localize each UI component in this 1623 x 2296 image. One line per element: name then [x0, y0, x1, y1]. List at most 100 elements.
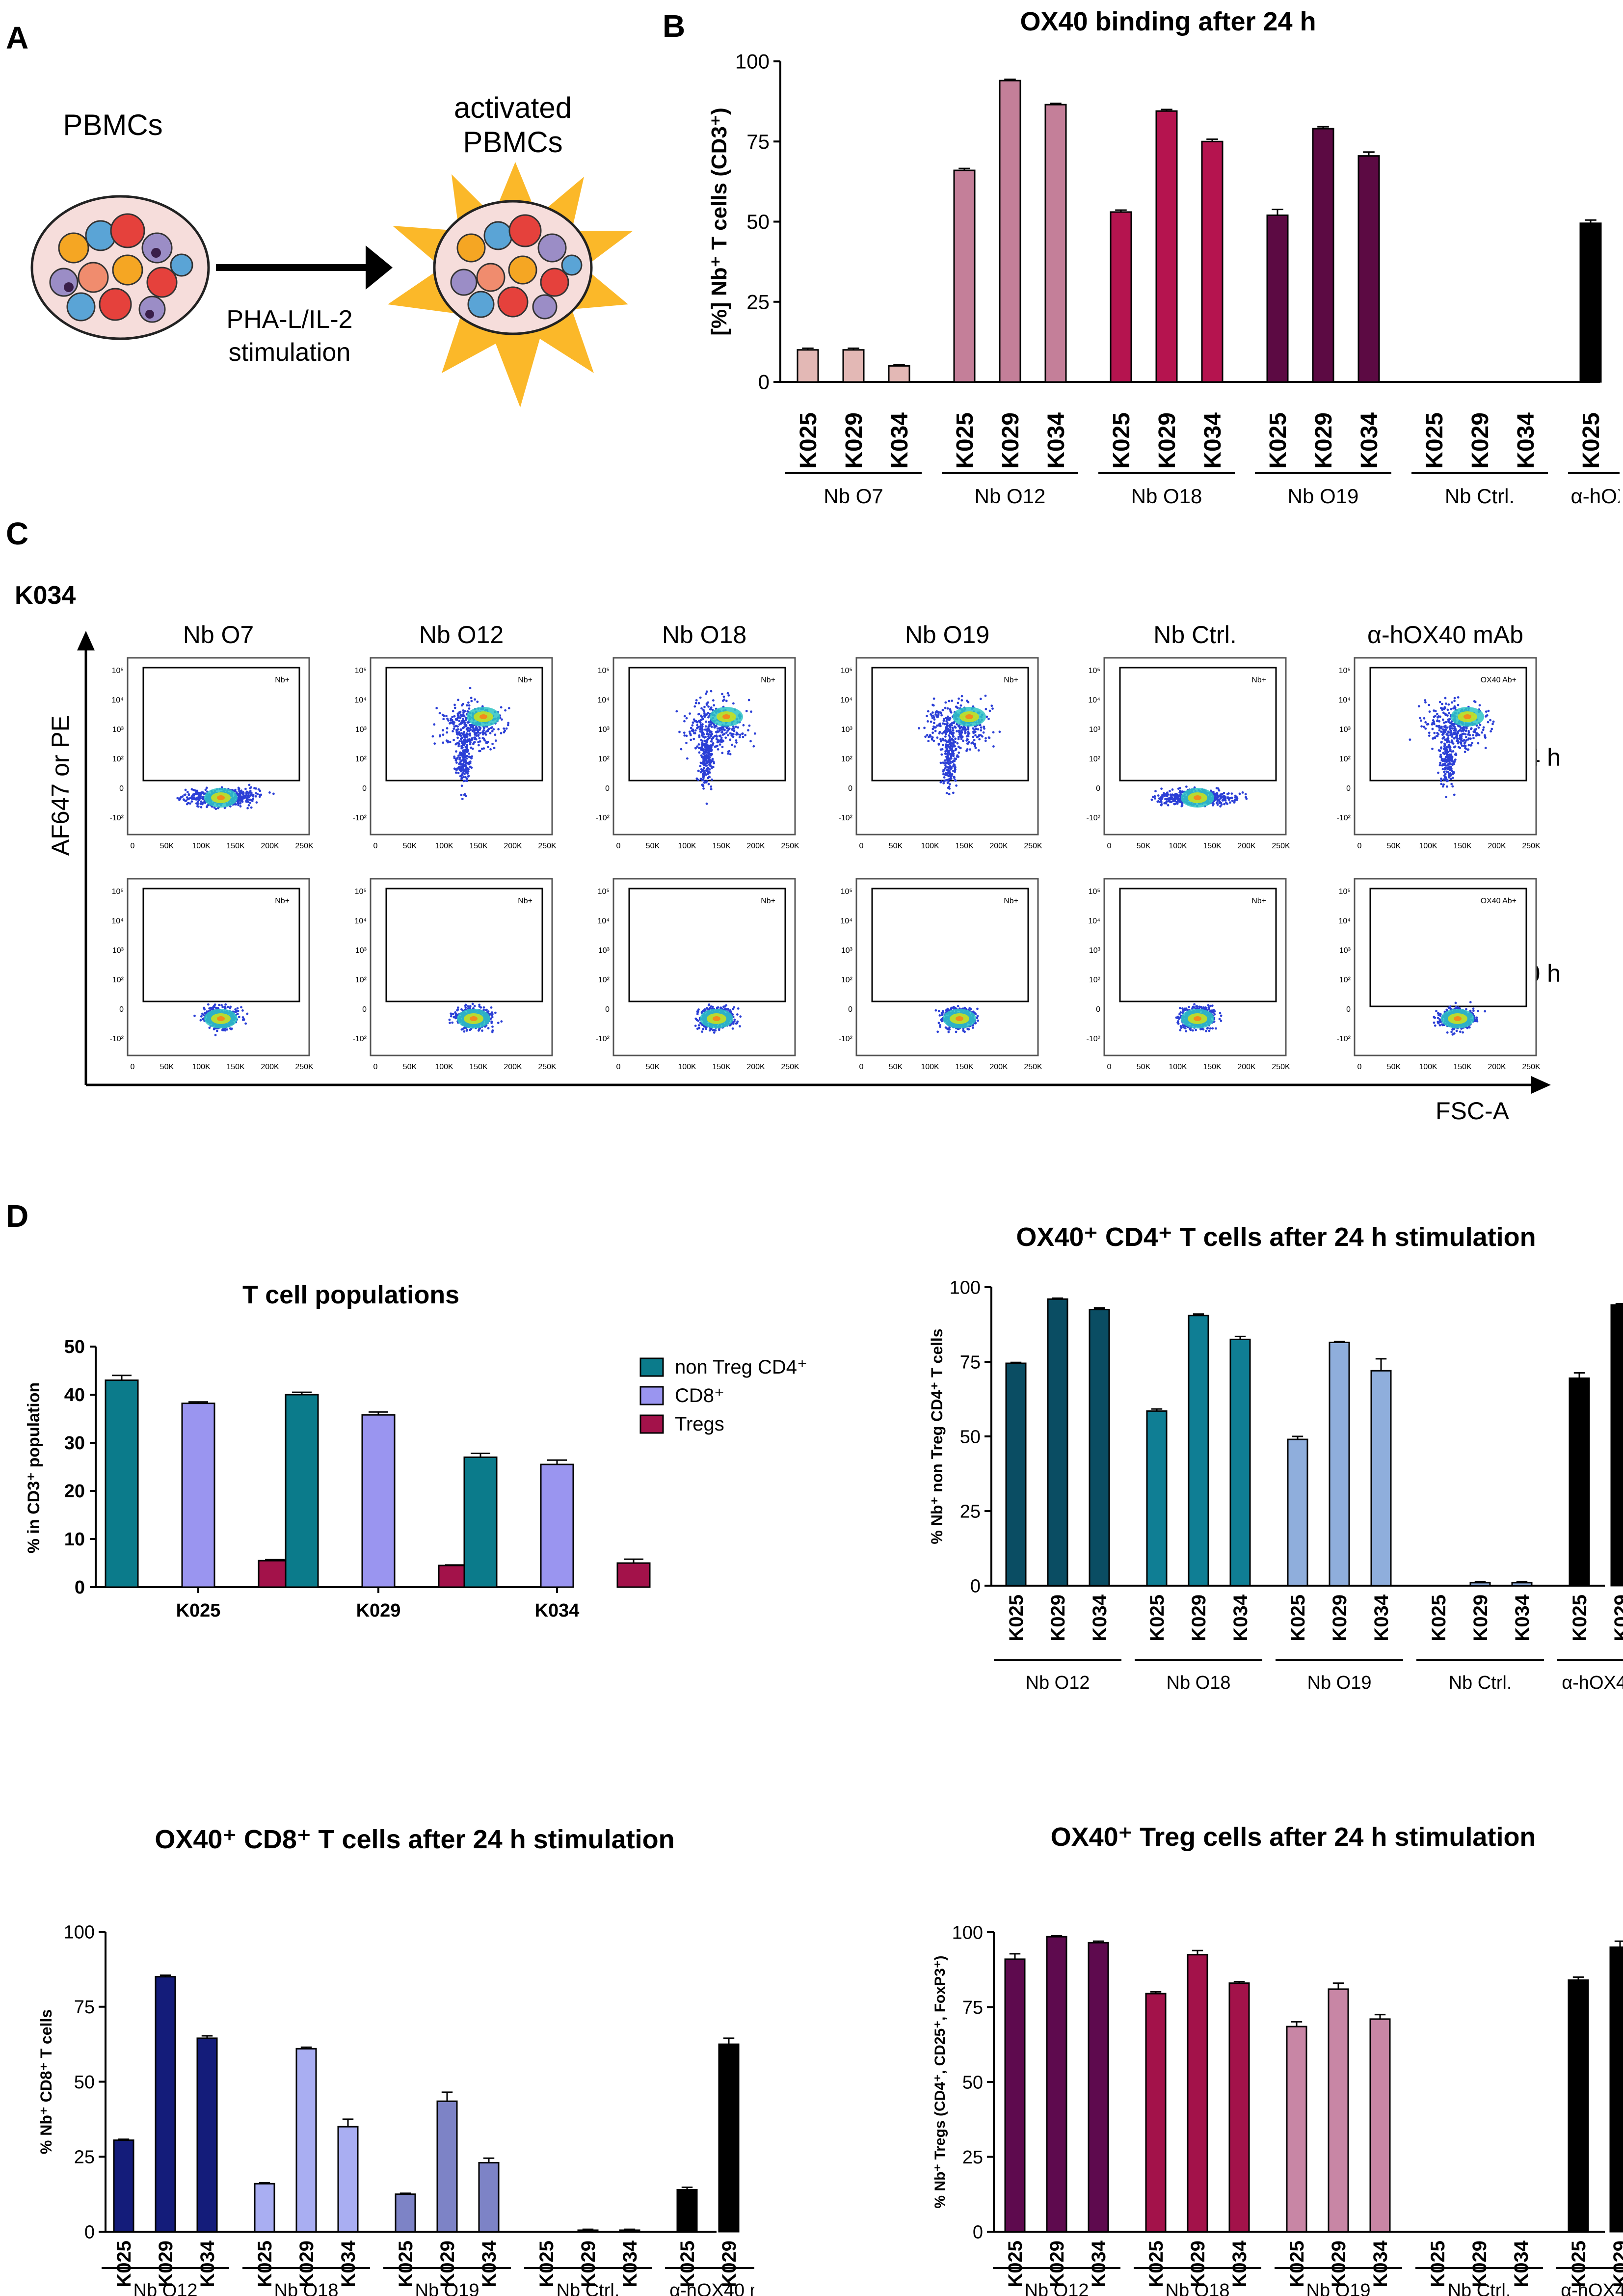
flow-dot [950, 777, 953, 780]
flow-dot [1177, 787, 1180, 790]
flow-dot [255, 801, 258, 804]
flow-dot [1490, 730, 1492, 733]
flow-dot [464, 776, 467, 779]
flow-dot [720, 731, 723, 734]
flow-y-tick: 0 [1346, 784, 1351, 793]
flow-dot [468, 729, 471, 732]
flow-dot [456, 716, 459, 719]
flow-dot [737, 733, 739, 736]
flow-dot [241, 798, 244, 801]
flow-dot [753, 732, 756, 735]
flow-dot [704, 714, 707, 716]
flow-dot [707, 705, 710, 708]
flow-dot [957, 736, 960, 738]
flow-dot [931, 736, 934, 739]
flow-dot [702, 779, 705, 782]
flow-column-label: Nb O7 [183, 621, 254, 648]
flow-dot [1173, 803, 1176, 806]
flow-dot [946, 707, 949, 710]
flow-dot [1443, 770, 1445, 773]
flow-x-tick: 100K [192, 1063, 211, 1071]
flow-y-tick: 10⁵ [1339, 667, 1351, 675]
flow-gate-label: Nb+ [518, 897, 532, 905]
flow-dot [468, 763, 471, 766]
flow-dot [187, 802, 189, 805]
flow-dot [474, 698, 476, 701]
flow-dot [727, 734, 729, 737]
flow-x-tick: 0 [859, 842, 864, 850]
activated-cell-dish [388, 162, 633, 407]
flow-gate-label: Nb+ [518, 676, 532, 684]
flow-x-tick: 200K [746, 842, 765, 850]
bar [1155, 110, 1178, 383]
flow-dot [478, 1028, 480, 1031]
flow-dot [731, 743, 734, 746]
flow-dot [1481, 731, 1484, 734]
flow-dot [932, 697, 935, 700]
flow-dot [1437, 749, 1440, 752]
flow-dot [462, 742, 465, 745]
flow-dot [497, 1022, 500, 1024]
flow-y-tick: 0 [848, 784, 852, 793]
flow-dot [1457, 746, 1460, 749]
flow-dot [697, 713, 700, 716]
flow-dot [701, 741, 704, 744]
flow-dot [747, 729, 749, 731]
flow-density-peak [479, 714, 487, 719]
flow-dot [497, 728, 500, 730]
flow-y-tick: 10³ [1089, 726, 1101, 734]
flow-dot [947, 740, 950, 743]
flow-dot [683, 731, 686, 734]
flow-dot [683, 715, 686, 718]
flow-dot [1487, 709, 1490, 712]
flow-x-tick: 50K [889, 842, 903, 850]
flow-dot [248, 783, 251, 786]
flow-dot [456, 742, 459, 745]
flow-dot [1462, 728, 1464, 730]
category-label: K025 [1265, 412, 1291, 469]
flow-dot [204, 788, 207, 791]
flow-x-tick: 200K [1488, 842, 1506, 850]
category-label: K034 [1513, 412, 1539, 469]
group-label: Nb Ctrl. [1445, 485, 1515, 508]
flow-x-tick: 200K [261, 842, 279, 850]
flow-dot [490, 1006, 493, 1009]
flow-dot [464, 756, 467, 758]
flow-dot [685, 742, 688, 744]
category-label: K029 [998, 412, 1024, 469]
flow-dot [723, 698, 725, 701]
flow-dot [459, 714, 462, 716]
flow-dot [1492, 720, 1495, 723]
flow-dot [1428, 731, 1431, 734]
flow-dot [1216, 798, 1219, 801]
flow-dot [462, 1027, 465, 1030]
flow-dot [708, 750, 711, 752]
flow-dot [477, 733, 480, 736]
flow-dot [959, 732, 962, 735]
flow-dot [930, 713, 932, 716]
flow-dot [1443, 725, 1446, 728]
flow-dot [733, 1020, 736, 1023]
flow-column-label: Nb O18 [662, 621, 746, 648]
flow-y-tick: 10⁴ [840, 696, 852, 704]
flow-dot [1180, 805, 1183, 808]
flow-dot [478, 744, 480, 747]
flow-dot [952, 755, 955, 757]
flow-dot [460, 784, 463, 787]
flow-dot [433, 723, 436, 726]
flow-dot [750, 710, 752, 713]
flow-dot [733, 745, 736, 748]
flow-dots [918, 694, 1001, 796]
flow-gate-label: Nb+ [1004, 676, 1018, 684]
flow-x-tick: 200K [504, 1063, 522, 1071]
flow-dot [469, 724, 472, 727]
flow-dot [201, 803, 204, 806]
flow-dot [438, 712, 441, 715]
flow-dot [446, 717, 449, 720]
flow-dot [729, 738, 732, 741]
flow-dot [704, 764, 707, 767]
flow-dot [1433, 715, 1436, 718]
flow-x-tick: 50K [1387, 842, 1401, 850]
flow-dot [237, 786, 240, 789]
flow-dot [454, 725, 457, 728]
